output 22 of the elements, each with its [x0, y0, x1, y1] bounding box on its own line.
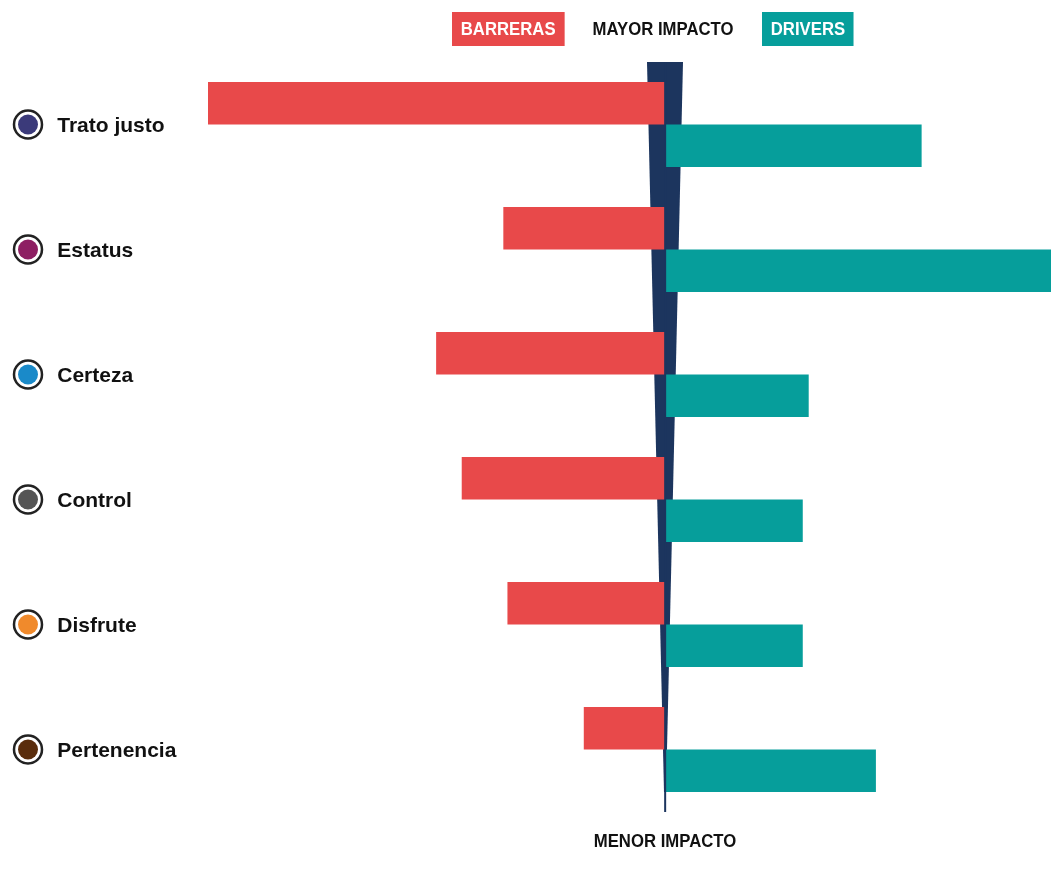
y-tick-label: Control: [57, 487, 132, 511]
bar: [507, 582, 666, 625]
bar: [208, 82, 666, 125]
y-tick-label: Certeza: [57, 362, 134, 386]
text: BARRERAS: [452, 12, 565, 46]
bar: [461, 457, 666, 500]
bar: [665, 374, 809, 417]
y-tick-label: Pertenencia: [57, 737, 177, 761]
bar: [665, 249, 1051, 292]
y-tick-label: Trato justo: [57, 112, 165, 136]
y-tick-label: Disfrute: [57, 612, 137, 636]
bar: [665, 499, 803, 542]
text: MAYOR IMPACTO: [592, 18, 734, 40]
bar: [436, 332, 666, 375]
bar: [665, 624, 803, 667]
bar: [503, 207, 666, 250]
bar: [583, 707, 666, 750]
y-tick-label: Estatus: [57, 237, 134, 261]
bar: [665, 749, 876, 792]
text: MENOR IMPACTO: [593, 830, 737, 852]
text: DRIVERS: [762, 12, 855, 46]
bar: [665, 124, 922, 167]
